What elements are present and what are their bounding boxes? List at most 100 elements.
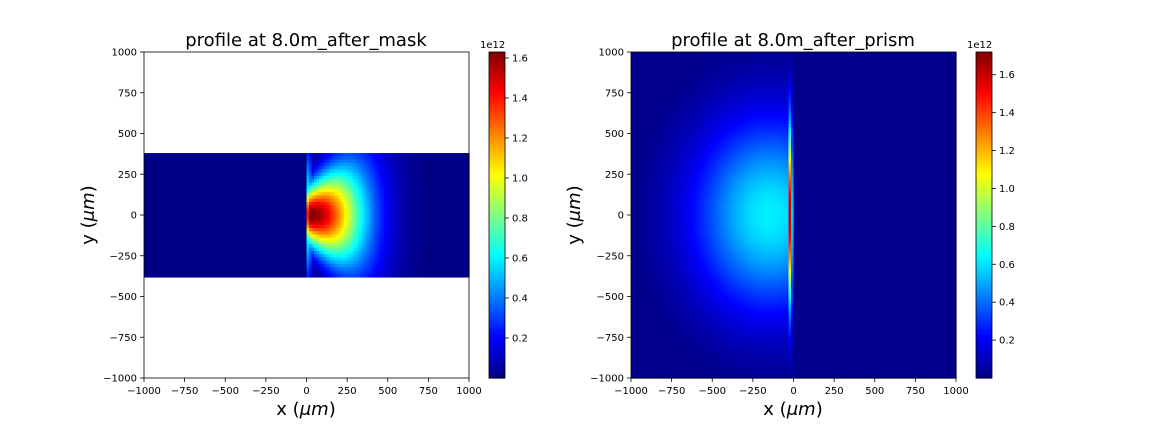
heatmap-cell — [151, 162, 155, 167]
heatmap-cell — [366, 166, 370, 170]
heatmap-cell — [279, 162, 283, 167]
heatmap-cell — [186, 159, 190, 164]
heatmap-cell — [439, 175, 443, 180]
heatmap-cell — [384, 175, 388, 180]
heatmap-cell — [454, 159, 458, 164]
heatmap-cell — [401, 169, 405, 174]
heatmap-cell — [281, 166, 285, 170]
heatmap-cell — [394, 159, 398, 164]
heatmap-cell — [369, 156, 373, 161]
heatmap-cell — [334, 162, 338, 167]
heatmap-cell — [391, 159, 395, 164]
heatmap-cell — [176, 175, 180, 180]
heatmap-cell — [154, 169, 158, 174]
heatmap-cell — [304, 172, 308, 177]
heatmap-cell — [306, 166, 310, 170]
heatmap-cell — [176, 156, 180, 161]
heatmap-cell — [351, 153, 355, 157]
heatmap-cell — [226, 175, 230, 180]
heatmap-cell — [404, 172, 408, 177]
heatmap-cell — [201, 153, 205, 157]
heatmap-cell — [301, 169, 305, 174]
heatmap-cell — [456, 169, 460, 174]
heatmap-cell — [394, 162, 398, 167]
heatmap-cell — [251, 156, 255, 161]
heatmap-cell — [286, 179, 290, 183]
heatmap-cell — [204, 156, 208, 161]
heatmap-cell — [419, 166, 423, 170]
heatmap-cell — [421, 175, 425, 180]
heatmap-cell — [351, 169, 355, 174]
heatmap-cell — [189, 166, 193, 170]
heatmap-cell — [154, 172, 158, 177]
heatmap-cell — [379, 166, 383, 170]
heatmap-cell — [166, 159, 170, 164]
heatmap-cell — [301, 175, 305, 180]
heatmap-cell — [309, 169, 313, 174]
heatmap-cell — [291, 159, 295, 164]
heatmap-cell — [196, 169, 200, 174]
heatmap-cell — [324, 153, 328, 157]
heatmap-cell — [426, 153, 430, 157]
heatmap-cell — [214, 166, 218, 170]
heatmap-cell — [409, 162, 413, 167]
heatmap-cell — [366, 169, 370, 174]
heatmap-cell — [389, 179, 393, 183]
heatmap-cell — [224, 156, 228, 161]
heatmap-cell — [399, 153, 403, 157]
heatmap-cell — [424, 153, 428, 157]
heatmap-cell — [391, 172, 395, 177]
heatmap-cell — [251, 179, 255, 183]
heatmap-cell — [304, 162, 308, 167]
heatmap-cell — [226, 166, 230, 170]
heatmap-cell — [164, 169, 168, 174]
heatmap-cell — [331, 162, 335, 167]
heatmap-cell — [339, 166, 343, 170]
heatmap-cell — [174, 175, 178, 180]
heatmap-cell — [164, 156, 168, 161]
heatmap-cell — [366, 162, 370, 167]
heatmap-cell — [244, 169, 248, 174]
heatmap-cell — [324, 172, 328, 177]
heatmap-cell — [364, 169, 368, 174]
heatmap-cell — [159, 153, 163, 157]
heatmap-cell — [281, 172, 285, 177]
heatmap-cell — [226, 172, 230, 177]
heatmap-cell — [409, 156, 413, 161]
heatmap-cell — [169, 156, 173, 161]
heatmap-cell — [421, 162, 425, 167]
heatmap-cell — [231, 172, 235, 177]
heatmap-cell — [396, 169, 400, 174]
heatmap-cell — [411, 175, 415, 180]
heatmap-cell — [374, 156, 378, 161]
heatmap-cell — [169, 179, 173, 183]
chart-title: profile at 8.0m_after_mask — [185, 30, 427, 51]
heatmap-cell — [454, 169, 458, 174]
heatmap-cell — [389, 162, 393, 167]
heatmap-cell — [406, 162, 410, 167]
heatmap-cell — [191, 172, 195, 177]
heatmap-cell — [259, 153, 263, 157]
heatmap-cell — [344, 169, 348, 174]
heatmap-cell — [201, 162, 205, 167]
heatmap-cell — [416, 172, 420, 177]
heatmap-cell — [389, 166, 393, 170]
heatmap-cell — [421, 169, 425, 174]
heatmap-cell — [306, 169, 310, 174]
heatmap-cell — [156, 175, 160, 180]
heatmap-cell — [349, 162, 353, 167]
heatmap-cell — [271, 156, 275, 161]
heatmap-cell — [304, 169, 308, 174]
heatmap-cell — [374, 153, 378, 157]
heatmap-cell — [456, 159, 460, 164]
heatmap-cell — [246, 166, 250, 170]
heatmap-cell — [296, 169, 300, 174]
heatmap-cell — [374, 162, 378, 167]
heatmap-cell — [404, 169, 408, 174]
heatmap-cell — [289, 166, 293, 170]
heatmap-cell — [189, 179, 193, 183]
heatmap-cell — [446, 159, 450, 164]
heatmap-cell — [241, 156, 245, 161]
heatmap-cell — [224, 159, 228, 164]
heatmap-cell — [224, 153, 228, 157]
